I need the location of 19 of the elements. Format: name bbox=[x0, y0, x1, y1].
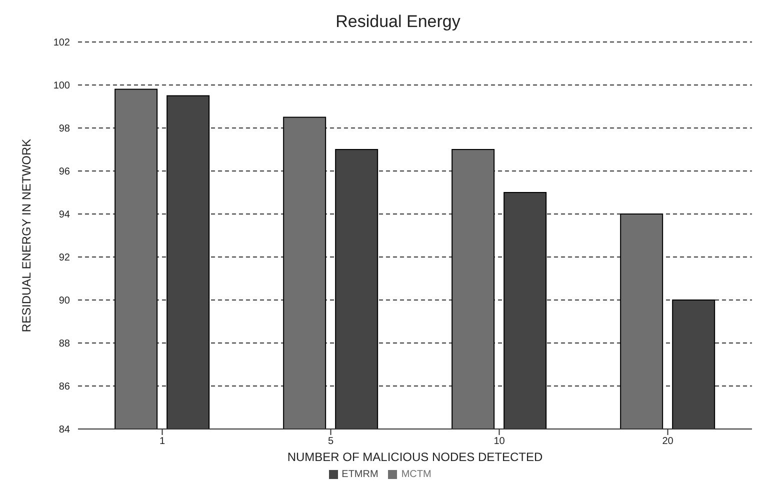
y-tick-label: 94 bbox=[58, 210, 70, 221]
x-tick-label: 20 bbox=[662, 436, 674, 448]
x-tick-label: 1 bbox=[159, 436, 166, 448]
y-tick-label: 84 bbox=[58, 424, 70, 436]
x-tick-label: 5 bbox=[328, 436, 334, 448]
y-tick-label: 90 bbox=[58, 296, 70, 307]
legend-label: MCTM bbox=[401, 469, 432, 480]
y-tick-label: 92 bbox=[58, 252, 70, 264]
y-tick-label: 102 bbox=[53, 38, 70, 49]
y-axis-title: RESIDUAL ENERGY IN NETWORK bbox=[19, 138, 34, 332]
chart-title: Residual Energy bbox=[334, 11, 462, 33]
x-tick-label: 10 bbox=[494, 436, 506, 448]
y-tick-label: 98 bbox=[58, 124, 70, 135]
y-tick-label: 88 bbox=[58, 338, 70, 350]
y-tick-label: 100 bbox=[53, 80, 70, 92]
y-tick-label: 96 bbox=[58, 166, 70, 178]
legend-label: ETMRM bbox=[342, 469, 378, 480]
y-tick-label: 86 bbox=[58, 382, 70, 393]
x-axis-title: NUMBER OF MALICIOUS NODES DETECTED bbox=[287, 450, 544, 464]
